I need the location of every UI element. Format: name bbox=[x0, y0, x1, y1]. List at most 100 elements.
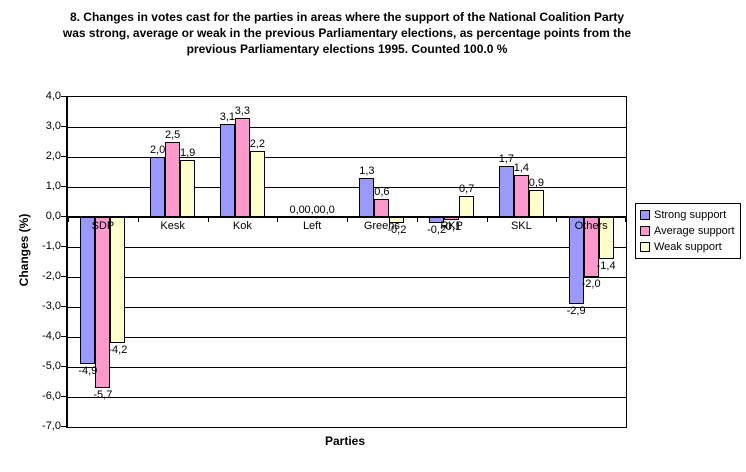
data-label: 3,1 bbox=[219, 111, 236, 123]
data-label: 1,9 bbox=[179, 147, 196, 159]
plot-gridline bbox=[68, 276, 626, 278]
data-label: 0,0 bbox=[319, 204, 335, 216]
bar-kok-average-support bbox=[234, 118, 250, 217]
data-label: -2,0 bbox=[581, 278, 601, 290]
data-label: 2,2 bbox=[249, 138, 266, 150]
plot-area: -4,9 2,0 3,1 0,0 1,3 -0,2 1,7 -2,9 -5,7 2,5 3,3 0,0… bbox=[66, 96, 627, 428]
data-label: 0,9 bbox=[528, 177, 545, 189]
data-label: 0,7 bbox=[458, 183, 475, 195]
bar-rkp-weak-support bbox=[459, 196, 475, 217]
y-axis-tick bbox=[61, 186, 66, 187]
data-label: 1,7 bbox=[498, 153, 515, 165]
y-tick-label: 2,0 bbox=[45, 150, 61, 162]
y-tick-label: -7,0 bbox=[42, 420, 61, 432]
plot-gridline bbox=[68, 306, 626, 308]
y-tick-label: -2,0 bbox=[42, 270, 61, 282]
bar-kesk-strong-support bbox=[150, 157, 166, 217]
legend-item-weak-support: Weak support bbox=[640, 239, 735, 255]
y-tick-label: -5,0 bbox=[42, 360, 61, 372]
y-tick-label: 0,0 bbox=[45, 210, 61, 222]
data-label: -0,2 bbox=[427, 224, 447, 236]
plot-gridline bbox=[68, 336, 626, 338]
data-label: -0,1 bbox=[442, 221, 462, 233]
bar-kok-weak-support bbox=[249, 151, 265, 217]
y-axis-tick bbox=[61, 216, 66, 217]
legend-item-strong-support: Strong support bbox=[640, 207, 735, 223]
chart-title-line-2: was strong, average or weak in the previ… bbox=[62, 26, 632, 40]
bar-kok-strong-support bbox=[219, 124, 235, 217]
bar-sdp-average-support bbox=[95, 217, 111, 388]
data-label: 1,4 bbox=[513, 162, 530, 174]
y-axis-tick bbox=[61, 156, 66, 157]
x-axis-tick bbox=[137, 217, 139, 222]
category-label-kesk: Kesk bbox=[160, 220, 185, 232]
y-axis-tick bbox=[61, 126, 66, 127]
y-axis-tick bbox=[61, 246, 66, 247]
data-label: 2,5 bbox=[164, 129, 181, 141]
data-label: -4,2 bbox=[108, 344, 128, 356]
legend-swatch-average-support bbox=[640, 226, 650, 236]
x-axis-tick bbox=[277, 217, 279, 222]
data-label: -2,9 bbox=[566, 305, 586, 317]
data-label: -5,7 bbox=[93, 389, 113, 401]
legend-label: Average support bbox=[654, 225, 735, 237]
y-axis-tick bbox=[61, 426, 66, 427]
data-label: 1,3 bbox=[359, 165, 375, 177]
plot-gridline bbox=[68, 186, 626, 188]
category-label-sdp: SDP bbox=[91, 220, 115, 232]
category-label-skl: SKL bbox=[510, 220, 532, 232]
category-label-greens: Greens bbox=[363, 220, 400, 232]
y-axis-title: Changes (%) bbox=[17, 213, 31, 287]
plot-gridline bbox=[68, 156, 626, 158]
y-tick-label: 3,0 bbox=[45, 120, 61, 132]
bar-sdp-strong-support bbox=[80, 217, 96, 364]
plot-gridline bbox=[68, 366, 626, 368]
data-label: 0,6 bbox=[374, 186, 390, 198]
y-tick-label: -4,0 bbox=[42, 330, 61, 342]
x-axis-tick bbox=[416, 217, 418, 222]
x-axis-tick bbox=[207, 217, 209, 222]
legend-label: Weak support bbox=[654, 241, 722, 253]
plot-gridline bbox=[68, 126, 626, 128]
chart-title-line-3: previous Parliamentary elections 1995. C… bbox=[186, 42, 508, 56]
plot-gridline bbox=[68, 246, 626, 248]
y-tick-label: -6,0 bbox=[42, 390, 61, 402]
y-tick-label: -1,0 bbox=[42, 240, 61, 252]
x-axis-tick bbox=[347, 217, 348, 222]
data-label: 0,0 bbox=[304, 204, 320, 216]
data-label: -1,4 bbox=[596, 260, 616, 272]
legend: Strong support Average support Weak suppor… bbox=[635, 203, 741, 259]
y-axis-tick bbox=[61, 306, 66, 307]
y-tick-label: 4,0 bbox=[45, 90, 61, 102]
y-axis-tick bbox=[61, 366, 66, 367]
data-label: -0,2 bbox=[387, 224, 407, 236]
x-axis-tick bbox=[625, 217, 626, 222]
chart-title: 8. Changes in votes cast for the parties… bbox=[22, 9, 672, 57]
y-axis-tick bbox=[61, 396, 66, 397]
x-axis-title: Parties bbox=[324, 434, 366, 448]
y-axis-tick bbox=[61, 96, 66, 97]
data-label: 2,0 bbox=[149, 144, 166, 156]
category-label-left: Left bbox=[302, 220, 322, 232]
plot-gridline bbox=[68, 396, 626, 398]
y-tick-label: 1,0 bbox=[45, 180, 61, 192]
legend-label: Strong support bbox=[654, 209, 727, 221]
x-axis-tick bbox=[486, 217, 488, 222]
data-label: -4,9 bbox=[78, 365, 98, 377]
y-tick-label: -3,0 bbox=[42, 300, 61, 312]
category-label-rkp: RKP bbox=[440, 220, 463, 232]
category-label-others: Others bbox=[574, 220, 608, 232]
y-axis-tick bbox=[61, 336, 66, 337]
chart-title-line-1: 8. Changes in votes cast for the parties… bbox=[69, 10, 625, 24]
x-axis-tick bbox=[556, 217, 558, 222]
data-label: 3,3 bbox=[234, 105, 251, 117]
x-axis-tick bbox=[68, 217, 69, 222]
legend-swatch-strong-support bbox=[640, 210, 650, 220]
bar-skl-weak-support bbox=[528, 190, 544, 217]
y-axis-tick bbox=[61, 276, 66, 277]
bar-greens-average-support bbox=[374, 199, 390, 217]
bar-sdp-weak-support bbox=[110, 217, 126, 343]
category-label-kok: Kok bbox=[232, 220, 252, 232]
bar-kesk-weak-support bbox=[180, 160, 196, 217]
